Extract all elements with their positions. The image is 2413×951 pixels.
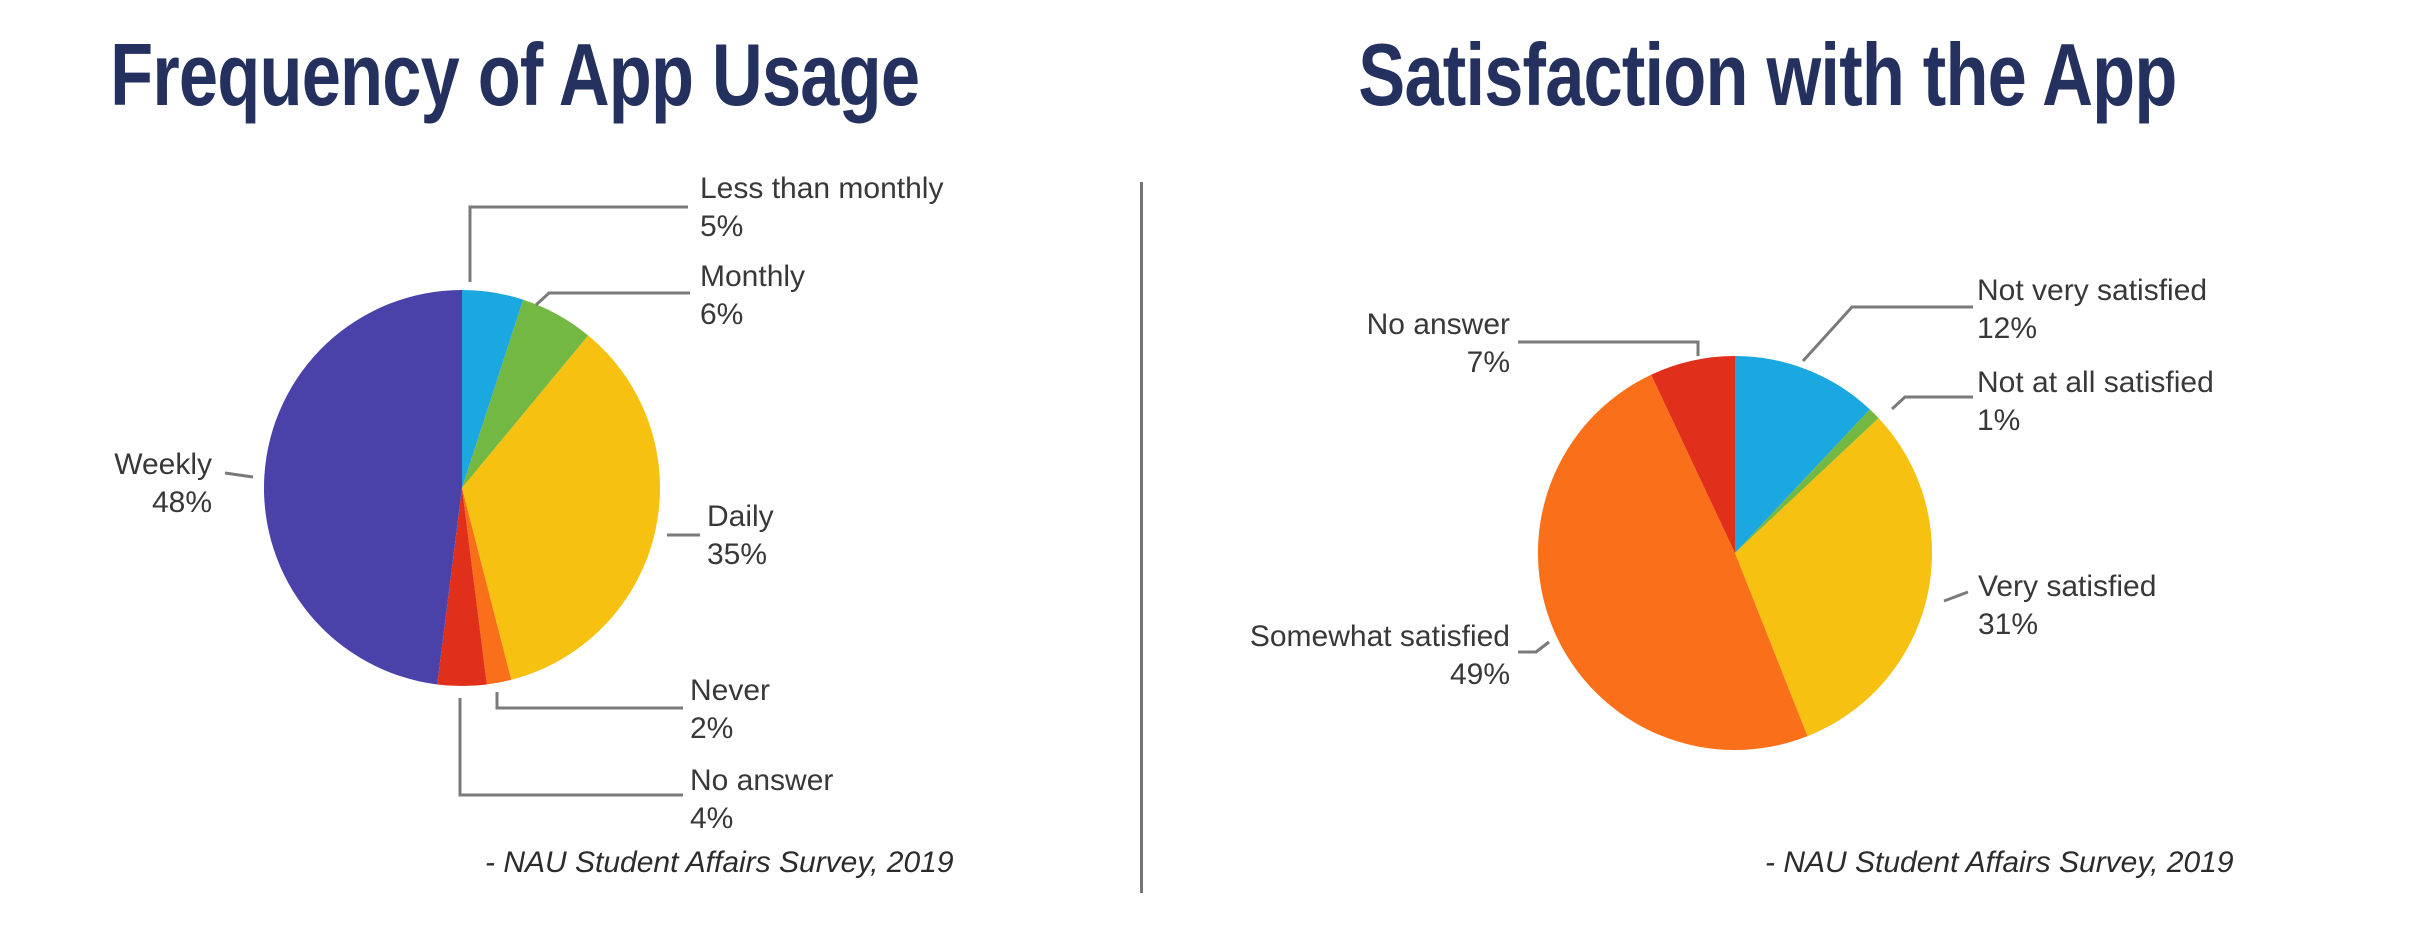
leader-very-satisfied: [1943, 590, 1969, 603]
label-weekly-pct: 48%: [151, 486, 212, 519]
label-somewhat-satisfied: Somewhat satisfied 49%: [1210, 618, 1510, 694]
label-no-answer-right-pct: 7%: [1466, 346, 1510, 379]
label-somewhat-satisfied-name: Somewhat satisfied: [1249, 620, 1510, 653]
label-not-at-all-satisfied-name: Not at all satisfied: [1977, 366, 2214, 399]
label-weekly-name: Weekly: [114, 448, 212, 481]
leader-weekly: [224, 471, 254, 479]
frequency-pie-chart: [263, 289, 660, 687]
label-not-very-satisfied-name: Not very satisfied: [1977, 274, 2208, 307]
label-no-answer-right-name: No answer: [1366, 308, 1510, 341]
label-daily-pct: 35%: [707, 538, 768, 571]
label-less-than-monthly-name: Less than monthly: [700, 172, 944, 205]
label-monthly-pct: 6%: [700, 298, 744, 331]
left-chart-source: - NAU Student Affairs Survey, 2019: [485, 846, 954, 879]
satisfaction-pie-chart: [1537, 356, 1933, 751]
label-very-satisfied-pct: 31%: [1978, 608, 2039, 641]
pie-slice-never: [462, 488, 512, 685]
pie-slice-not-at-all-satisfied: [1735, 409, 1879, 553]
leader-not-very-satisfied: [1801, 305, 1973, 363]
label-never-name: Never: [690, 674, 771, 707]
label-no-answer-left-pct: 4%: [690, 802, 734, 835]
label-not-very-satisfied: Not very satisfied 12%: [1977, 272, 2207, 348]
label-no-answer-left: No answer 4%: [690, 762, 833, 838]
label-somewhat-satisfied-pct: 49%: [1449, 658, 1510, 691]
label-no-answer-left-name: No answer: [690, 764, 834, 797]
pie-slice-very-satisfied: [1735, 418, 1933, 737]
pie-slice-not-very-satisfied: [1735, 356, 1870, 553]
pie-slice-less-than-monthly: [462, 290, 524, 488]
label-never-pct: 2%: [690, 712, 734, 745]
pie-slice-somewhat-satisfied: [1537, 374, 1808, 751]
left-chart-title: Frequency of App Usage: [110, 25, 920, 124]
label-very-satisfied: Very satisfied 31%: [1978, 568, 2156, 644]
label-very-satisfied-name: Very satisfied: [1978, 570, 2157, 603]
label-monthly: Monthly 6%: [700, 258, 805, 334]
label-monthly-name: Monthly: [700, 260, 806, 293]
pie-slice-no-answer: [437, 488, 487, 687]
right-chart-title: Satisfaction with the App: [1357, 25, 2177, 124]
label-daily-name: Daily: [707, 500, 774, 533]
pie-slice-daily: [462, 335, 660, 680]
label-not-very-satisfied-pct: 12%: [1977, 312, 2038, 345]
label-not-at-all-satisfied: Not at all satisfied 1%: [1977, 364, 2214, 440]
label-less-than-monthly: Less than monthly 5%: [700, 170, 943, 246]
pie-slice-weekly: [263, 289, 462, 685]
right-chart-source: - NAU Student Affairs Survey, 2019: [1765, 846, 2234, 879]
label-never: Never 2%: [690, 672, 770, 748]
label-no-answer-right: No answer 7%: [1310, 306, 1510, 382]
label-less-than-monthly-pct: 5%: [700, 210, 744, 243]
leader-no-answer-right: [1518, 340, 1700, 356]
vertical-divider: [1140, 182, 1143, 893]
pie-slice-monthly: [462, 299, 589, 488]
leader-less-than-monthly: [468, 205, 688, 282]
pie-slice-no-answer: [1651, 356, 1735, 553]
label-weekly: Weekly 48%: [60, 446, 212, 522]
label-daily: Daily 35%: [707, 498, 774, 574]
leader-never: [495, 692, 683, 710]
label-not-at-all-satisfied-pct: 1%: [1977, 404, 2021, 437]
leader-no-answer-left: [458, 698, 683, 797]
